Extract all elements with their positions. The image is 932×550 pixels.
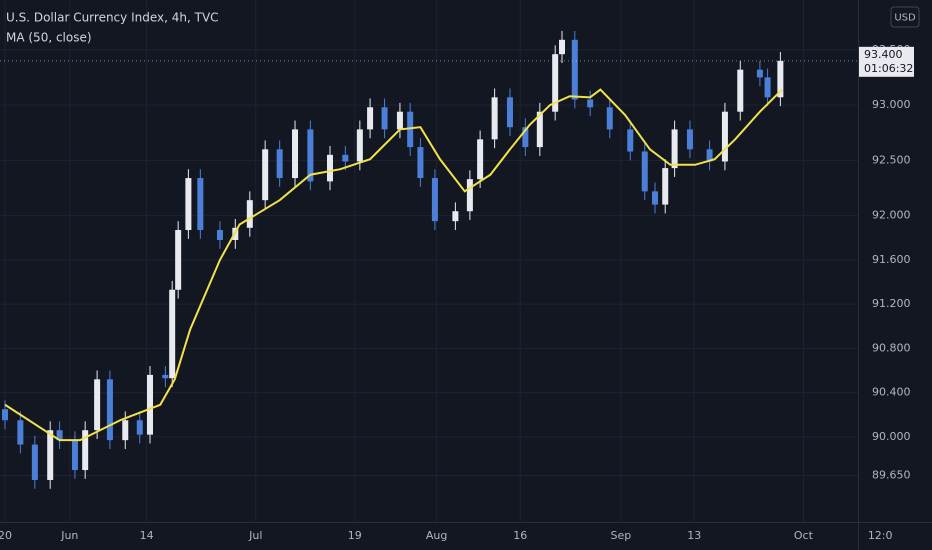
x-tick-label: 20 [0, 529, 12, 542]
candle-body [587, 99, 594, 108]
candle-body [197, 178, 204, 231]
candle-body [756, 69, 763, 78]
candle-body [2, 409, 8, 421]
x-tick-label: Aug [426, 529, 447, 542]
last-price-tag [859, 46, 914, 77]
candle-body [407, 111, 414, 148]
candle-body [147, 374, 154, 435]
candle-body [662, 168, 669, 205]
candle-body [185, 178, 192, 231]
last-price-label: 93.400 [864, 48, 903, 61]
candle-body [452, 211, 459, 222]
candle-body [292, 129, 299, 179]
candle-body [737, 69, 744, 112]
candle-body [122, 420, 129, 441]
candle-body [686, 129, 693, 150]
y-tick-label: 93.000 [872, 98, 911, 111]
x-tick-label: Oct [794, 529, 814, 542]
candle-body [307, 129, 314, 182]
x-tick-label: Jun [60, 529, 78, 542]
candle-body [56, 430, 63, 441]
candle-body [417, 147, 424, 179]
candle-body [571, 39, 578, 100]
candle-body [162, 374, 169, 379]
indicator-legend[interactable]: MA (50, close) [6, 31, 92, 45]
y-tick-label: 90.800 [872, 341, 911, 354]
x-tick-label: 19 [348, 529, 362, 542]
candle-body [82, 430, 89, 471]
candle-body [491, 97, 498, 140]
candle-body [356, 129, 363, 162]
candle-body [721, 111, 728, 162]
candle-body [136, 420, 143, 435]
x-tick-label: 16 [513, 529, 527, 542]
currency-label[interactable]: USD [894, 13, 916, 24]
y-tick-label: 90.400 [872, 386, 911, 399]
x-tick-label: 14 [140, 529, 154, 542]
y-tick-label: 92.000 [872, 209, 911, 222]
candle-body [536, 111, 543, 148]
candle-body [31, 444, 38, 480]
y-tick-label: 89.650 [872, 469, 911, 482]
candle-body [216, 230, 223, 240]
candle-body [246, 200, 253, 228]
candle-body [175, 230, 182, 290]
moving-average-line [4, 88, 783, 442]
candle-body [466, 179, 473, 212]
x-tick-label: Sep [610, 529, 631, 542]
candle-body [381, 107, 388, 130]
candle-body [671, 129, 678, 169]
candle-body [431, 178, 438, 222]
candle-body [606, 107, 613, 130]
x-tick-label: 12:0 [868, 529, 893, 542]
candle-body [627, 129, 634, 152]
candle-body [764, 77, 771, 98]
candle-body [641, 151, 648, 192]
candle-body [477, 139, 484, 180]
candle-body [552, 54, 559, 112]
candle-body [262, 149, 269, 201]
candle-body [342, 154, 349, 162]
candle-body [17, 420, 24, 445]
y-tick-label: 90.000 [872, 430, 911, 443]
candle-body [106, 379, 113, 441]
x-tick-label: Jul [248, 529, 262, 542]
candle-body [706, 149, 713, 162]
y-tick-label: 91.200 [872, 297, 911, 310]
candle-body [169, 289, 176, 379]
candle-body [94, 379, 101, 431]
candle-body [396, 111, 403, 130]
y-tick-label: 91.600 [872, 253, 911, 266]
candle-body [71, 440, 78, 471]
candle-body [326, 154, 333, 182]
x-tick-label: 13 [687, 529, 701, 542]
candle-body [367, 107, 374, 130]
candle-body [522, 127, 529, 148]
candle-body [651, 191, 658, 205]
candle-body [506, 97, 513, 128]
candle-body [276, 149, 283, 179]
candle-body [777, 60, 784, 98]
countdown-label: 01:06:32 [864, 62, 913, 75]
candle-body [559, 39, 566, 55]
currency-button[interactable] [890, 6, 920, 28]
candle-body [47, 430, 54, 480]
y-tick-label: 92.500 [872, 153, 911, 166]
chart-title: U.S. Dollar Currency Index, 4h, TVC [6, 11, 219, 25]
